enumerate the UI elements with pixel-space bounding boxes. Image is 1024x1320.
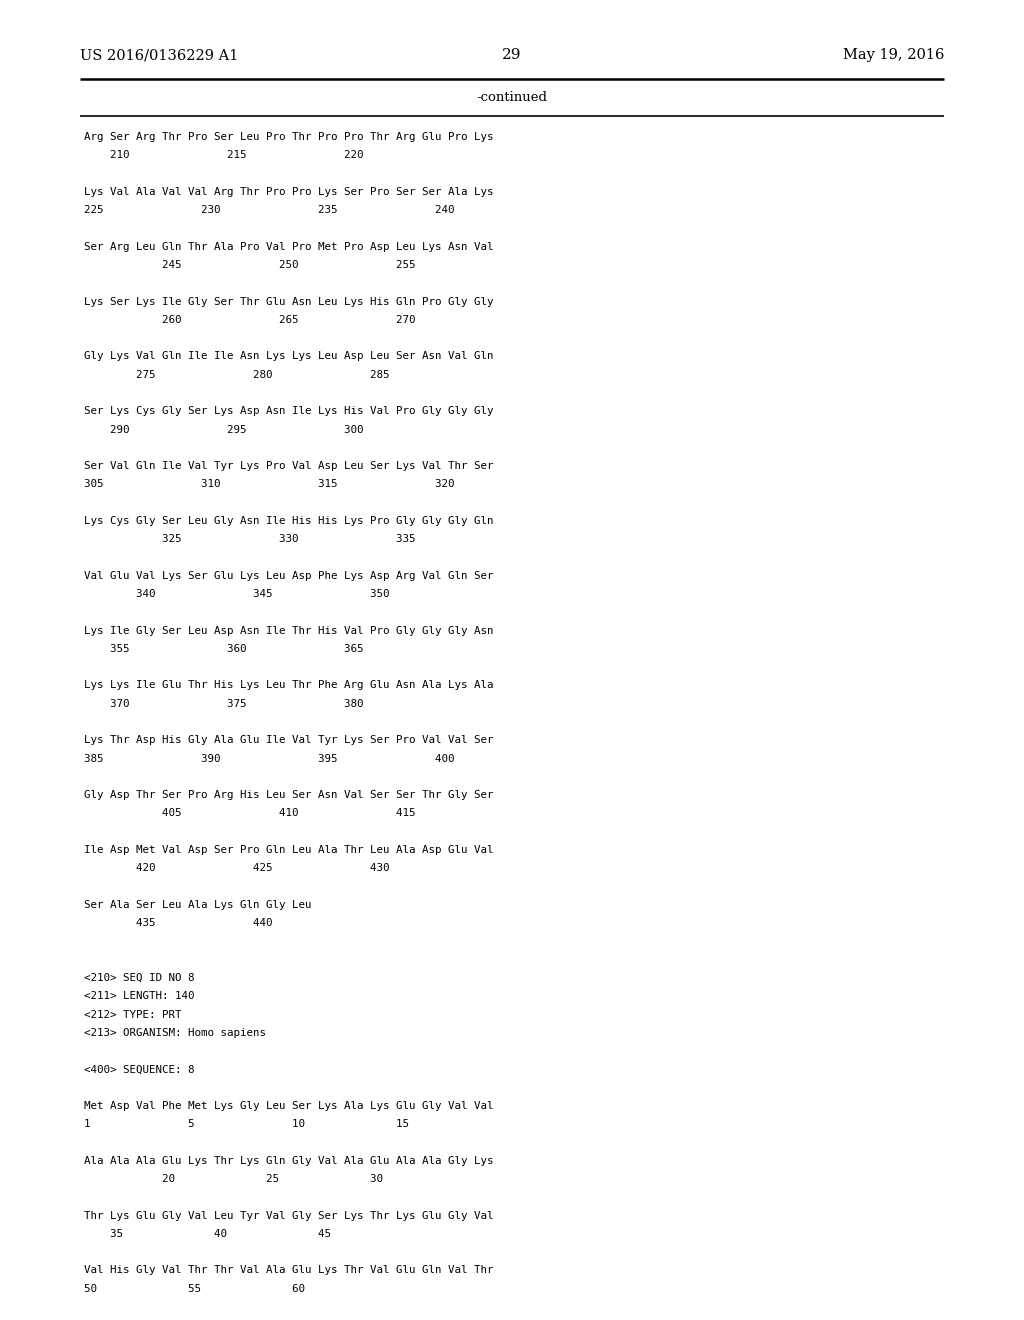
- Text: 275               280               285: 275 280 285: [84, 370, 389, 380]
- Text: 355               360               365: 355 360 365: [84, 644, 364, 653]
- Text: 385               390               395               400: 385 390 395 400: [84, 754, 455, 763]
- Text: Val His Gly Val Thr Thr Val Ala Glu Lys Thr Val Glu Gln Val Thr: Val His Gly Val Thr Thr Val Ala Glu Lys …: [84, 1266, 494, 1275]
- Text: <400> SEQUENCE: 8: <400> SEQUENCE: 8: [84, 1064, 195, 1074]
- Text: May 19, 2016: May 19, 2016: [843, 49, 944, 62]
- Text: Arg Ser Arg Thr Pro Ser Leu Pro Thr Pro Pro Thr Arg Glu Pro Lys: Arg Ser Arg Thr Pro Ser Leu Pro Thr Pro …: [84, 132, 494, 143]
- Text: 29: 29: [502, 49, 522, 62]
- Text: 290               295               300: 290 295 300: [84, 425, 364, 434]
- Text: Gly Asp Thr Ser Pro Arg His Leu Ser Asn Val Ser Ser Thr Gly Ser: Gly Asp Thr Ser Pro Arg His Leu Ser Asn …: [84, 791, 494, 800]
- Text: Val Glu Val Lys Ser Glu Lys Leu Asp Phe Lys Asp Arg Val Gln Ser: Val Glu Val Lys Ser Glu Lys Leu Asp Phe …: [84, 570, 494, 581]
- Text: 245               250               255: 245 250 255: [84, 260, 416, 271]
- Text: 210               215               220: 210 215 220: [84, 150, 364, 160]
- Text: Ile Asp Met Val Asp Ser Pro Gln Leu Ala Thr Leu Ala Asp Glu Val: Ile Asp Met Val Asp Ser Pro Gln Leu Ala …: [84, 845, 494, 855]
- Text: 435               440: 435 440: [84, 919, 272, 928]
- Text: 35              40              45: 35 40 45: [84, 1229, 331, 1239]
- Text: 20              25              30: 20 25 30: [84, 1173, 383, 1184]
- Text: 1               5               10              15: 1 5 10 15: [84, 1119, 409, 1129]
- Text: Lys Cys Gly Ser Leu Gly Asn Ile His His Lys Pro Gly Gly Gly Gln: Lys Cys Gly Ser Leu Gly Asn Ile His His …: [84, 516, 494, 525]
- Text: Ser Lys Cys Gly Ser Lys Asp Asn Ile Lys His Val Pro Gly Gly Gly: Ser Lys Cys Gly Ser Lys Asp Asn Ile Lys …: [84, 407, 494, 416]
- Text: Gly Lys Val Gln Ile Ile Asn Lys Lys Leu Asp Leu Ser Asn Val Gln: Gly Lys Val Gln Ile Ile Asn Lys Lys Leu …: [84, 351, 494, 362]
- Text: Lys Thr Asp His Gly Ala Glu Ile Val Tyr Lys Ser Pro Val Val Ser: Lys Thr Asp His Gly Ala Glu Ile Val Tyr …: [84, 735, 494, 746]
- Text: 420               425               430: 420 425 430: [84, 863, 389, 874]
- Text: 50              55              60: 50 55 60: [84, 1284, 305, 1294]
- Text: Met Asp Val Phe Met Lys Gly Leu Ser Lys Ala Lys Glu Gly Val Val: Met Asp Val Phe Met Lys Gly Leu Ser Lys …: [84, 1101, 494, 1111]
- Text: <212> TYPE: PRT: <212> TYPE: PRT: [84, 1010, 181, 1019]
- Text: Ser Arg Leu Gln Thr Ala Pro Val Pro Met Pro Asp Leu Lys Asn Val: Ser Arg Leu Gln Thr Ala Pro Val Pro Met …: [84, 242, 494, 252]
- Text: <211> LENGTH: 140: <211> LENGTH: 140: [84, 991, 195, 1002]
- Text: 305               310               315               320: 305 310 315 320: [84, 479, 455, 490]
- Text: US 2016/0136229 A1: US 2016/0136229 A1: [80, 49, 239, 62]
- Text: -continued: -continued: [476, 91, 548, 104]
- Text: Lys Ile Gly Ser Leu Asp Asn Ile Thr His Val Pro Gly Gly Gly Asn: Lys Ile Gly Ser Leu Asp Asn Ile Thr His …: [84, 626, 494, 636]
- Text: Ala Ala Ala Glu Lys Thr Lys Gln Gly Val Ala Glu Ala Ala Gly Lys: Ala Ala Ala Glu Lys Thr Lys Gln Gly Val …: [84, 1156, 494, 1166]
- Text: Lys Lys Ile Glu Thr His Lys Leu Thr Phe Arg Glu Asn Ala Lys Ala: Lys Lys Ile Glu Thr His Lys Leu Thr Phe …: [84, 681, 494, 690]
- Text: Ser Val Gln Ile Val Tyr Lys Pro Val Asp Leu Ser Lys Val Thr Ser: Ser Val Gln Ile Val Tyr Lys Pro Val Asp …: [84, 461, 494, 471]
- Text: 260               265               270: 260 265 270: [84, 314, 416, 325]
- Text: 340               345               350: 340 345 350: [84, 589, 389, 599]
- Text: Thr Lys Glu Gly Val Leu Tyr Val Gly Ser Lys Thr Lys Glu Gly Val: Thr Lys Glu Gly Val Leu Tyr Val Gly Ser …: [84, 1210, 494, 1221]
- Text: Lys Val Ala Val Val Arg Thr Pro Pro Lys Ser Pro Ser Ser Ala Lys: Lys Val Ala Val Val Arg Thr Pro Pro Lys …: [84, 187, 494, 197]
- Text: <210> SEQ ID NO 8: <210> SEQ ID NO 8: [84, 973, 195, 983]
- Text: 225               230               235               240: 225 230 235 240: [84, 205, 455, 215]
- Text: 370               375               380: 370 375 380: [84, 698, 364, 709]
- Text: 405               410               415: 405 410 415: [84, 808, 416, 818]
- Text: Lys Ser Lys Ile Gly Ser Thr Glu Asn Leu Lys His Gln Pro Gly Gly: Lys Ser Lys Ile Gly Ser Thr Glu Asn Leu …: [84, 297, 494, 306]
- Text: Ser Ala Ser Leu Ala Lys Gln Gly Leu: Ser Ala Ser Leu Ala Lys Gln Gly Leu: [84, 900, 311, 909]
- Text: <213> ORGANISM: Homo sapiens: <213> ORGANISM: Homo sapiens: [84, 1028, 266, 1038]
- Text: 325               330               335: 325 330 335: [84, 535, 416, 544]
